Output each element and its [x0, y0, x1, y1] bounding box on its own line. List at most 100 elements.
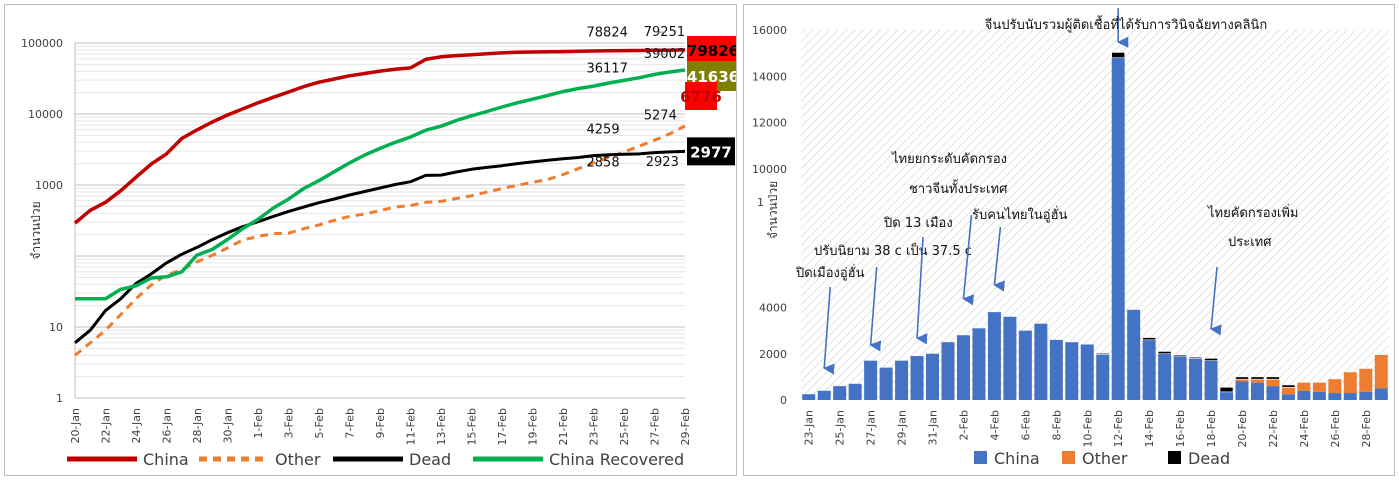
bar-china	[1343, 393, 1357, 400]
x-tick-label: 22-Feb	[1267, 410, 1280, 447]
bar-china	[895, 360, 909, 400]
annotation-text: รับคนไทยในอู่ฮั่น	[972, 206, 1068, 223]
left-line-chart-panel: 1 10 1000 10000 100000 20-Jan 22-Jan 24-Jan 26-J…	[4, 4, 737, 476]
annotation-text: ปิดเมืองอู่ฮั่น	[795, 264, 865, 281]
bar-china	[1312, 391, 1326, 400]
bar-china	[1204, 360, 1218, 400]
x-tick-label: 23-Feb	[588, 408, 601, 445]
x-tick-label: 23-Jan	[803, 410, 816, 446]
bar-dead	[1142, 337, 1156, 341]
x-tick-label: 9-Feb	[374, 408, 387, 438]
bar-china	[1003, 316, 1017, 400]
legend-swatch	[1168, 451, 1181, 464]
bar-china	[956, 335, 970, 400]
plot-area-hatched	[801, 30, 1389, 400]
bar-other	[1359, 368, 1373, 392]
y-tick-label: 1	[56, 392, 63, 405]
x-tick-label: 12-Feb	[1112, 410, 1125, 447]
x-tick-label: 29-Jan	[896, 410, 909, 446]
y-tick-label: 12000	[752, 117, 787, 130]
x-tick-label: 25-Jan	[834, 410, 847, 446]
bar-china	[1065, 342, 1079, 400]
y-tick-label: 16000	[752, 24, 787, 37]
bar-dead	[1219, 386, 1234, 393]
end-label-dead: 2977	[690, 143, 732, 161]
legend-label: Dead	[409, 450, 451, 469]
end-label-box-dead	[687, 137, 735, 166]
bar-china	[817, 390, 831, 400]
bar-china	[1173, 356, 1187, 400]
bar-china	[1096, 353, 1110, 400]
x-tick-label: 3-Feb	[283, 408, 296, 438]
x-tick-label: 24-Jan	[130, 408, 143, 444]
bar-china	[1235, 381, 1249, 400]
bar-china	[1080, 344, 1094, 400]
bar-china	[1250, 382, 1264, 400]
annotation-text: ไทยคัดกรองเพิ่ม	[1207, 204, 1298, 221]
bar-china	[879, 367, 893, 400]
y-tick-label: 2000	[759, 348, 787, 361]
x-tick-label: 27-Jan	[865, 410, 878, 446]
data-label: 2923	[646, 155, 679, 170]
y-tick-label: 14000	[752, 70, 787, 83]
x-tick-label: 28-Jan	[191, 408, 204, 444]
annotation-text: ปรับนิยาม 38 c เป็น 37.5 c	[814, 241, 972, 259]
y-stray-label: 1	[757, 196, 764, 209]
bar-china	[987, 312, 1001, 400]
legend-label: Other	[275, 450, 321, 469]
annotation-arrow	[962, 214, 975, 306]
legend-label: China Recovered	[549, 450, 684, 469]
x-tick-label: 25-Feb	[618, 408, 631, 445]
legend-label: China	[143, 450, 189, 469]
legend-label: Other	[1082, 449, 1128, 468]
bar-dead	[1095, 352, 1110, 355]
bar-dead	[1188, 356, 1203, 359]
end-label-box-other	[685, 82, 717, 111]
bar-other	[1297, 382, 1311, 391]
data-label: 5274	[644, 109, 677, 124]
x-tick-label: 18-Feb	[1205, 410, 1218, 447]
x-tick-label: 2-Feb	[957, 410, 970, 440]
stacked-bar-chart: 0 2000 4000 10000 12000 14000 16000 1 จำนวนป่วย 2…	[752, 8, 1389, 468]
x-tick-label: 26-Feb	[1329, 410, 1342, 447]
annotation-arrow	[869, 266, 882, 352]
x-tick-label: 28-Feb	[1360, 410, 1373, 447]
x-tick-label: 13-Feb	[435, 408, 448, 445]
x-tick-label: 7-Feb	[344, 408, 357, 438]
bar-china	[1142, 339, 1156, 400]
china-line	[73, 48, 686, 225]
data-label: 36117	[587, 61, 628, 76]
annotation-text: ไทยยกระดับคัดกรอง	[891, 151, 1007, 167]
x-tick-label: 19-Feb	[527, 408, 540, 445]
bar-china	[833, 386, 847, 400]
annotation-arrow	[1209, 266, 1222, 336]
annotation-text: ชาวจีนทั้งประเทศ	[909, 179, 1008, 197]
legend-swatch	[1062, 451, 1075, 464]
bar-china	[941, 342, 955, 400]
bar-china	[1281, 394, 1295, 400]
annotation-arrow	[993, 226, 1006, 292]
y-tick-label: 4000	[759, 302, 787, 315]
bar-china	[802, 394, 816, 400]
data-label: 2858	[587, 156, 620, 171]
y-tick-label: 10000	[28, 108, 63, 121]
y-axis-title: จำนวนป่วย	[29, 201, 43, 259]
bar-china	[972, 328, 986, 400]
bar-china	[864, 360, 878, 400]
bar-other	[1266, 379, 1280, 387]
bar-china	[1018, 330, 1032, 400]
legend-label: Dead	[1188, 449, 1230, 468]
y-tick-label: 10000	[752, 163, 787, 176]
annotation-text: ปิด 13 เมือง	[883, 215, 953, 231]
y-tick-label: 10	[49, 321, 63, 334]
bar-china	[1034, 323, 1048, 400]
annotation-arrow	[823, 286, 835, 375]
bar-china	[1374, 388, 1388, 400]
end-label-other: 6776	[680, 88, 722, 106]
x-tick-label: 22-Jan	[100, 408, 113, 444]
x-tick-label: 27-Feb	[649, 408, 662, 445]
x-tick-label: 31-Jan	[927, 410, 940, 446]
x-tick-label: 29-Feb	[679, 408, 692, 445]
bar-china	[1220, 391, 1234, 400]
x-tick-label: 6-Feb	[1019, 410, 1032, 440]
